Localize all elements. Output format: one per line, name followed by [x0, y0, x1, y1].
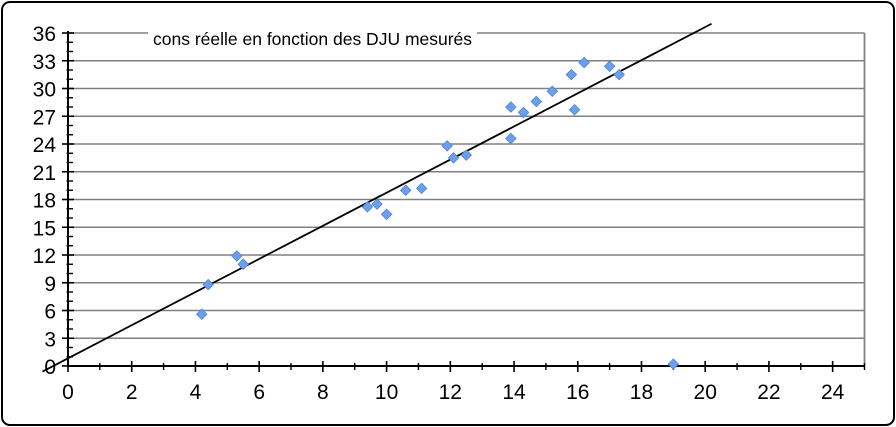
x-tick-label: 14	[502, 381, 526, 404]
data-point	[380, 208, 393, 221]
data-point	[505, 101, 517, 113]
data-point	[361, 201, 374, 213]
x-tick-label: 0	[62, 381, 74, 404]
x-tick-label: 2	[126, 381, 138, 404]
data-point	[565, 68, 578, 81]
data-point	[530, 95, 543, 108]
y-tick-label: 36	[33, 23, 56, 46]
data-point	[568, 104, 581, 116]
y-tick-label: 0	[44, 356, 56, 379]
data-point	[613, 68, 625, 81]
data-point	[231, 250, 243, 262]
y-tick-label: 21	[33, 162, 56, 185]
y-tick-label: 18	[33, 190, 56, 213]
y-tick-label: 30	[33, 79, 56, 102]
chart-title: cons réelle en fonction des DJU mesurés	[148, 29, 478, 50]
x-tick-label: 22	[757, 381, 780, 404]
x-tick-label: 6	[253, 381, 265, 404]
y-tick-label: 9	[44, 273, 56, 296]
x-tick-label: 10	[375, 381, 398, 404]
x-tick-label: 12	[439, 381, 462, 404]
data-point	[371, 198, 383, 210]
data-point	[460, 149, 473, 161]
x-tick-label: 18	[630, 381, 653, 404]
data-point	[505, 132, 517, 145]
data-point	[447, 152, 460, 164]
data-point	[517, 106, 530, 119]
y-tick-label: 12	[33, 245, 56, 268]
y-tick-label: 6	[44, 301, 56, 324]
y-tick-label: 3	[44, 328, 56, 351]
x-tick-label: 24	[821, 381, 845, 404]
data-point	[578, 56, 590, 69]
y-tick-label: 33	[33, 51, 56, 74]
y-tick-label: 24	[33, 134, 57, 157]
data-point	[202, 278, 214, 291]
x-tick-label: 16	[566, 381, 589, 404]
data-point	[441, 140, 453, 152]
data-point	[667, 358, 680, 370]
data-point	[237, 258, 249, 271]
trend-line	[42, 22, 712, 373]
data-point	[603, 60, 616, 73]
data-point	[196, 308, 208, 320]
x-tick-label: 4	[190, 381, 202, 404]
data-point	[546, 85, 559, 98]
y-tick-label: 27	[33, 106, 56, 129]
data-point	[399, 184, 412, 197]
data-point	[415, 182, 428, 195]
x-tick-label: 20	[694, 381, 717, 404]
x-tick-label: 8	[317, 381, 329, 404]
y-tick-label: 15	[33, 217, 56, 240]
